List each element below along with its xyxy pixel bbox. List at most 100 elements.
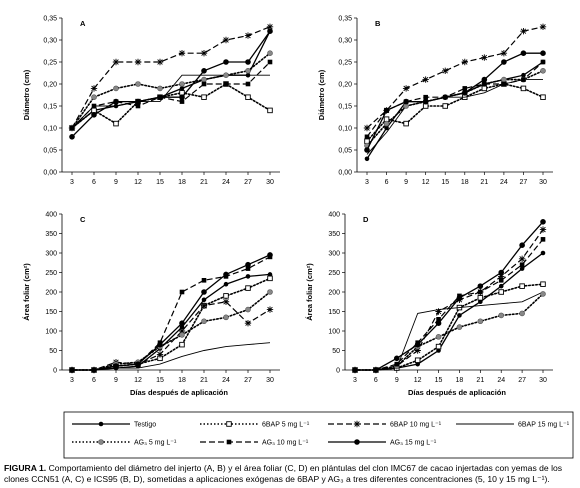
legend-swatch-marker [98, 439, 104, 445]
y-tick-label: 400 [45, 212, 57, 219]
y-axis-label: Área foliar (cm²) [22, 263, 31, 321]
data-point [245, 81, 251, 87]
series-line [71, 61, 271, 129]
data-point [90, 85, 98, 92]
x-tick-label: 27 [520, 179, 528, 186]
data-point [267, 107, 273, 114]
data-point [267, 252, 273, 258]
data-point [267, 59, 273, 65]
data-point [414, 357, 421, 364]
legend-item-5: AG₃ 5 mg L⁻¹ [72, 439, 177, 447]
data-point [521, 72, 526, 78]
series-line [71, 74, 270, 129]
data-point [245, 285, 251, 291]
data-point [383, 107, 390, 114]
data-point [178, 50, 186, 57]
data-point [69, 134, 75, 140]
data-point [222, 36, 230, 44]
chart-panel-d: 0 50 100 150 200 250 300 350 400 3 6 9 12 15 18 21 24 27 3… [305, 212, 553, 397]
data-point [364, 156, 370, 162]
data-point [69, 367, 75, 373]
legend-label: 6BAP 5 mg L⁻¹ [262, 422, 310, 429]
y-tick-label: 0,20 [338, 82, 352, 89]
x-tick-label: 12 [134, 179, 142, 186]
y-axis-label: Área foliar (cm²) [305, 263, 314, 321]
data-point [135, 98, 141, 105]
panel-letter: A [80, 19, 86, 28]
data-point [113, 98, 119, 105]
x-tick-label: 12 [134, 377, 142, 384]
data-point [478, 289, 483, 295]
x-tick-label: 30 [266, 179, 274, 186]
x-tick-label: 27 [244, 377, 252, 384]
data-point [179, 324, 185, 330]
x-tick-label: 3 [70, 179, 74, 186]
y-tick-label: 300 [328, 251, 340, 258]
series-3 [351, 226, 547, 374]
data-point [519, 283, 525, 289]
data-point [422, 98, 429, 105]
y-tick-label: 0 [336, 368, 340, 375]
series-line [355, 229, 544, 371]
data-point [223, 293, 229, 299]
series-line [355, 291, 544, 371]
series-line [366, 70, 544, 147]
x-tick-label: 9 [114, 179, 118, 186]
data-point [461, 58, 468, 66]
legend-label: 6BAP 15 mg L⁻¹ [518, 422, 570, 429]
series-2 [352, 281, 546, 373]
data-point [113, 120, 119, 127]
series-line [71, 291, 271, 371]
data-point [501, 76, 507, 83]
legend-box [63, 411, 574, 459]
y-tick-label: 0,00 [43, 170, 57, 177]
data-point [267, 50, 273, 57]
chart-panel-a: 0,00 0,05 0,10 0,15 0,20 0,25 0,30 0,35 3 6 9 12 15 1… [22, 16, 280, 186]
data-point [266, 23, 274, 30]
data-point [91, 367, 97, 373]
data-point [244, 320, 252, 327]
data-point [423, 94, 428, 100]
data-point [135, 361, 141, 367]
chart-panels: 0,00 0,05 0,10 0,15 0,20 0,25 0,30 0,35 3 6 9 12 15 1… [22, 16, 553, 397]
data-point [245, 68, 251, 74]
series-line [71, 52, 271, 129]
series-7 [364, 50, 546, 153]
series-line [354, 293, 544, 371]
x-tick-label: 15 [156, 377, 164, 384]
series-5 [352, 291, 546, 373]
data-point [501, 81, 507, 87]
data-point [457, 313, 462, 318]
x-tick-label: 9 [395, 377, 399, 384]
data-point [520, 50, 527, 56]
data-point [267, 275, 273, 282]
legend-label: 6BAP 10 mg L⁻¹ [390, 422, 442, 429]
y-tick-label: 400 [328, 212, 340, 219]
figure-caption: FIGURA 1. Comportamiento del diámetro de… [4, 463, 578, 485]
x-axis-label: Días después de aplicación [130, 388, 228, 397]
x-tick-label: 6 [374, 377, 378, 384]
legend-label: Testigo [134, 422, 156, 429]
data-point [134, 58, 142, 66]
data-point [201, 297, 207, 303]
legend-item-4: 6BAP 15 mg L⁻¹ [456, 422, 570, 429]
data-point [498, 283, 504, 289]
data-point [482, 81, 487, 87]
data-point [245, 266, 251, 271]
data-point [223, 81, 229, 87]
series-line [72, 301, 271, 371]
data-point [223, 314, 229, 321]
data-point [436, 348, 441, 353]
series-line [366, 61, 544, 160]
series-4 [355, 291, 544, 371]
series-line [72, 342, 271, 371]
y-tick-label: 0,00 [338, 170, 352, 177]
data-point [456, 324, 463, 330]
data-point [442, 94, 449, 100]
data-point [179, 99, 185, 104]
series-2 [69, 275, 273, 373]
data-point [201, 76, 207, 83]
x-tick-label: 30 [266, 377, 274, 384]
y-tick-label: 0,20 [43, 82, 57, 89]
data-point [179, 320, 185, 327]
